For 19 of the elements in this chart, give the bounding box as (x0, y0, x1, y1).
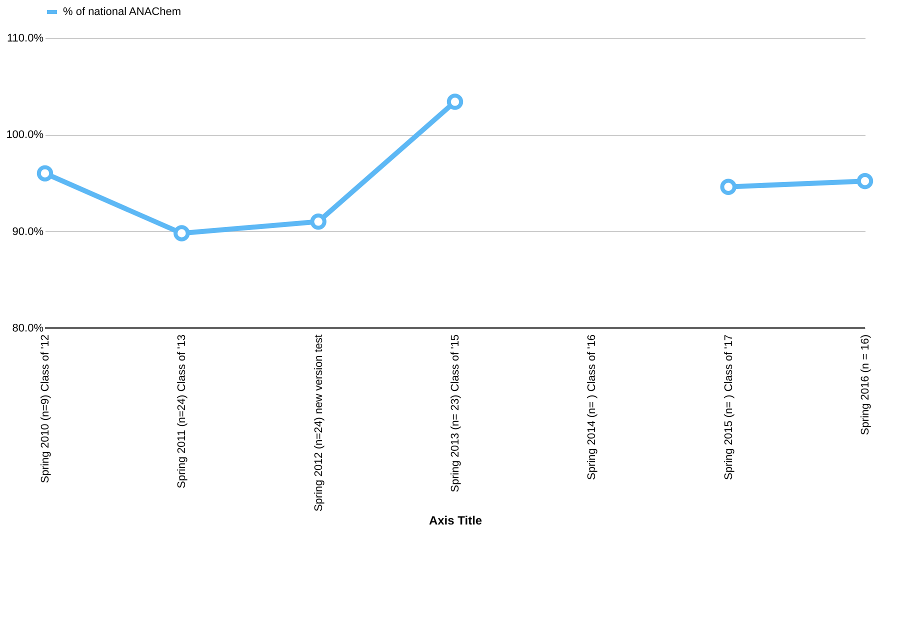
x-tick-label: Spring 2015 (n= ) Class of '17 (722, 334, 735, 480)
point (720, 178, 736, 195)
y-tick-label: 110.0% (7, 32, 44, 44)
point (36, 165, 54, 182)
x-tick-label: Spring 2012 (n=24) new version test (312, 334, 325, 512)
x-tick-label: Spring 2014 (n= ) Class of '16 (586, 334, 598, 480)
x-tick-label: Spring 2013 (n= 23) Class of '15 (450, 334, 462, 492)
x-tick-label: Spring 2016 (n = 16) (860, 334, 872, 436)
y-tick-label: 100.0% (6, 129, 44, 142)
point (446, 94, 464, 110)
legend-label: % of national ANAChem (63, 6, 182, 18)
point (174, 225, 190, 242)
y-tick-label: 90.0% (12, 226, 44, 238)
y-tick-label: 80.0% (12, 322, 44, 334)
x-tick-label: Spring 2010 (n=9) Class of '12 (40, 334, 52, 484)
x-axis-title: Axis Title (428, 514, 482, 528)
point (856, 172, 874, 190)
point (310, 214, 326, 230)
x-tick-label: Spring 2011 (n=24) Class of '13 (176, 334, 188, 488)
